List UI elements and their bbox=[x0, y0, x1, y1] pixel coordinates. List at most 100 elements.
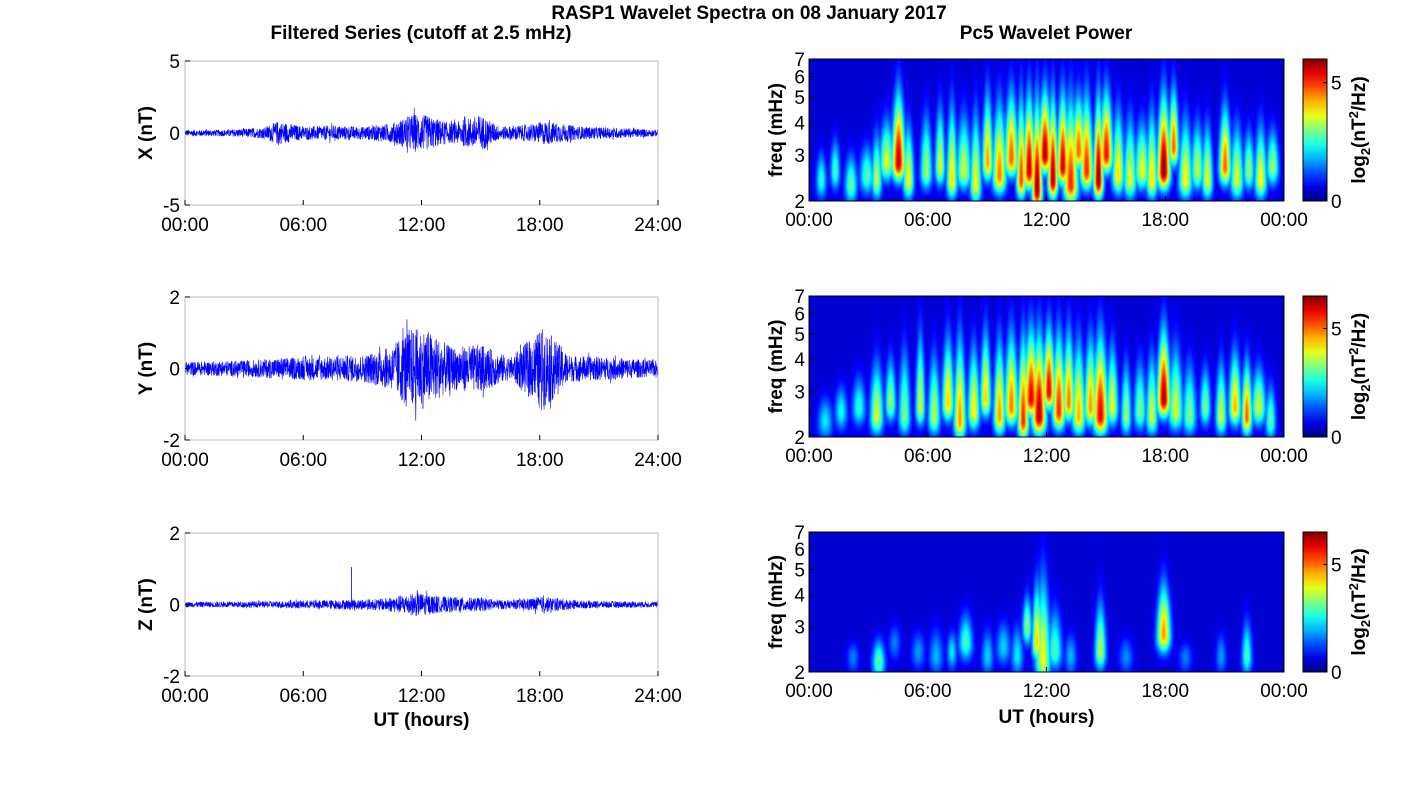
ylabel: Y (nT) bbox=[136, 342, 157, 395]
ytick-label: 2 bbox=[169, 524, 180, 545]
xtick-label: 06:00 bbox=[904, 446, 952, 467]
ytick-label: 3 bbox=[794, 618, 805, 639]
colorbar-label-part: /Hz) bbox=[1349, 313, 1370, 348]
xtick-label: 18:00 bbox=[516, 450, 564, 471]
x-timeseries-panel: 5 0 -500:00 06:00 12:00 18:00 24:00 X (nT) bbox=[136, 52, 682, 236]
colorbar-label-part: (nT bbox=[1349, 355, 1370, 385]
colorbar-label-part: log bbox=[1349, 392, 1370, 421]
colorbar-label-part: (nT bbox=[1349, 118, 1370, 148]
xtick-label: 00:00 bbox=[1260, 210, 1308, 231]
xtick-label: 18:00 bbox=[1141, 681, 1189, 702]
ytick-label: 4 bbox=[794, 586, 805, 607]
xtick-label: 00:00 bbox=[161, 686, 209, 707]
xtick-label: 18:00 bbox=[1141, 446, 1189, 467]
xtick-label: 12:00 bbox=[398, 686, 446, 707]
colorbar bbox=[1302, 295, 1328, 438]
xtick-label: 06:00 bbox=[279, 686, 327, 707]
xtick-label: 12:00 bbox=[1023, 210, 1071, 231]
xtick-label: 12:00 bbox=[1023, 681, 1071, 702]
xtick-label: 00:00 bbox=[1260, 681, 1308, 702]
ytick-label: 5 bbox=[794, 88, 805, 109]
colorbar-label-part: 2 bbox=[1346, 583, 1361, 590]
colorbar-tick-label: 5 bbox=[1331, 74, 1342, 95]
ytick-label: 2 bbox=[169, 288, 180, 309]
ytick-label: -5 bbox=[163, 196, 180, 217]
colorbar-label-part: log bbox=[1349, 627, 1370, 656]
xtick-label: 06:00 bbox=[279, 450, 327, 471]
colorbar-label: log2(nT2/Hz) bbox=[1346, 76, 1373, 183]
colorbar-label-part: /Hz) bbox=[1349, 76, 1370, 111]
wavelet-heatmap bbox=[809, 59, 1284, 201]
xtick-label: 12:00 bbox=[1023, 446, 1071, 467]
colorbar-label-part: 2 bbox=[1358, 148, 1373, 155]
colorbar-label-part: 2 bbox=[1346, 111, 1361, 118]
colorbar bbox=[1302, 531, 1328, 673]
ytick-label: 6 bbox=[794, 540, 805, 561]
colorbar-tick-label: 5 bbox=[1331, 320, 1342, 341]
ytick-label: 3 bbox=[794, 146, 805, 167]
ytick-label: 4 bbox=[794, 350, 805, 371]
z-timeseries-panel: 2 0 -200:00 06:00 12:00 18:00 24:00 Z (nT) UT (h… bbox=[136, 524, 682, 731]
ylabel: freq (mHz) bbox=[766, 320, 787, 414]
colorbar-label-part: log bbox=[1349, 155, 1370, 184]
ytick-label: 2 bbox=[794, 428, 805, 449]
xtick-label: 00:00 bbox=[1260, 446, 1308, 467]
colorbar-label: log2(nT2/Hz) bbox=[1346, 313, 1373, 420]
xtick-label: 24:00 bbox=[634, 215, 682, 236]
colorbar-tick-label: 0 bbox=[1331, 192, 1342, 213]
ytick-label: 4 bbox=[794, 113, 805, 134]
xtick-label: 24:00 bbox=[634, 450, 682, 471]
xtick-label: 18:00 bbox=[1141, 210, 1189, 231]
ytick-label: 2 bbox=[794, 192, 805, 213]
xlabel: UT (hours) bbox=[373, 710, 469, 731]
wavelet-heatmap bbox=[809, 296, 1284, 437]
xtick-label: 06:00 bbox=[279, 215, 327, 236]
xtick-label: 12:00 bbox=[398, 215, 446, 236]
figure-title: RASP1 Wavelet Spectra on 08 January 2017 bbox=[551, 3, 946, 24]
colorbar-label-part: 2 bbox=[1346, 348, 1361, 355]
xtick-label: 00:00 bbox=[785, 681, 833, 702]
ytick-label: 0 bbox=[169, 360, 180, 381]
ytick-label: 7 bbox=[794, 50, 805, 71]
ylabel: freq (mHz) bbox=[766, 555, 787, 649]
colorbar-label-part: 2 bbox=[1358, 620, 1373, 627]
ytick-label: -2 bbox=[163, 667, 180, 688]
wavelet-heatmap bbox=[809, 532, 1284, 672]
y-timeseries-panel: 2 0 -200:00 06:00 12:00 18:00 24:00 Y (nT) bbox=[136, 288, 682, 471]
colorbar-label-part: /Hz) bbox=[1349, 548, 1370, 583]
ytick-label: 7 bbox=[794, 287, 805, 308]
ytick-label: 5 bbox=[169, 52, 180, 73]
xlabel: UT (hours) bbox=[998, 707, 1094, 728]
xtick-label: 00:00 bbox=[785, 446, 833, 467]
right-column-title: Pc5 Wavelet Power bbox=[960, 23, 1133, 44]
z-wavelet-panel: 2 3 4 5 67 00:00 06:00 12:00 18:00 00:00 freq (mHz… bbox=[766, 523, 1373, 728]
xtick-label: 12:00 bbox=[398, 450, 446, 471]
ytick-label: 5 bbox=[794, 325, 805, 346]
colorbar-label: log2(nT2/Hz) bbox=[1346, 548, 1373, 655]
ylabel: X (nT) bbox=[136, 106, 157, 160]
ylabel: freq (mHz) bbox=[766, 83, 787, 177]
ylabel: Z (nT) bbox=[136, 578, 157, 631]
xtick-label: 00:00 bbox=[785, 210, 833, 231]
series-line bbox=[184, 589, 659, 616]
ytick-label: 2 bbox=[794, 663, 805, 684]
xtick-label: 00:00 bbox=[161, 215, 209, 236]
xtick-label: 18:00 bbox=[516, 215, 564, 236]
ytick-label: 0 bbox=[169, 596, 180, 617]
xtick-label: 00:00 bbox=[161, 450, 209, 471]
ytick-label: 0 bbox=[169, 124, 180, 145]
colorbar-label-part: (nT bbox=[1349, 590, 1370, 620]
colorbar-tick-label: 0 bbox=[1331, 663, 1342, 684]
xtick-label: 06:00 bbox=[904, 210, 952, 231]
xtick-label: 24:00 bbox=[634, 686, 682, 707]
ytick-label: 6 bbox=[794, 67, 805, 88]
ytick-label: 7 bbox=[794, 523, 805, 544]
series-line bbox=[184, 319, 659, 421]
ytick-label: 3 bbox=[794, 382, 805, 403]
colorbar-tick-label: 5 bbox=[1331, 555, 1342, 576]
ytick-label: -2 bbox=[163, 431, 180, 452]
xtick-label: 06:00 bbox=[904, 681, 952, 702]
colorbar-tick-label: 0 bbox=[1331, 428, 1342, 449]
